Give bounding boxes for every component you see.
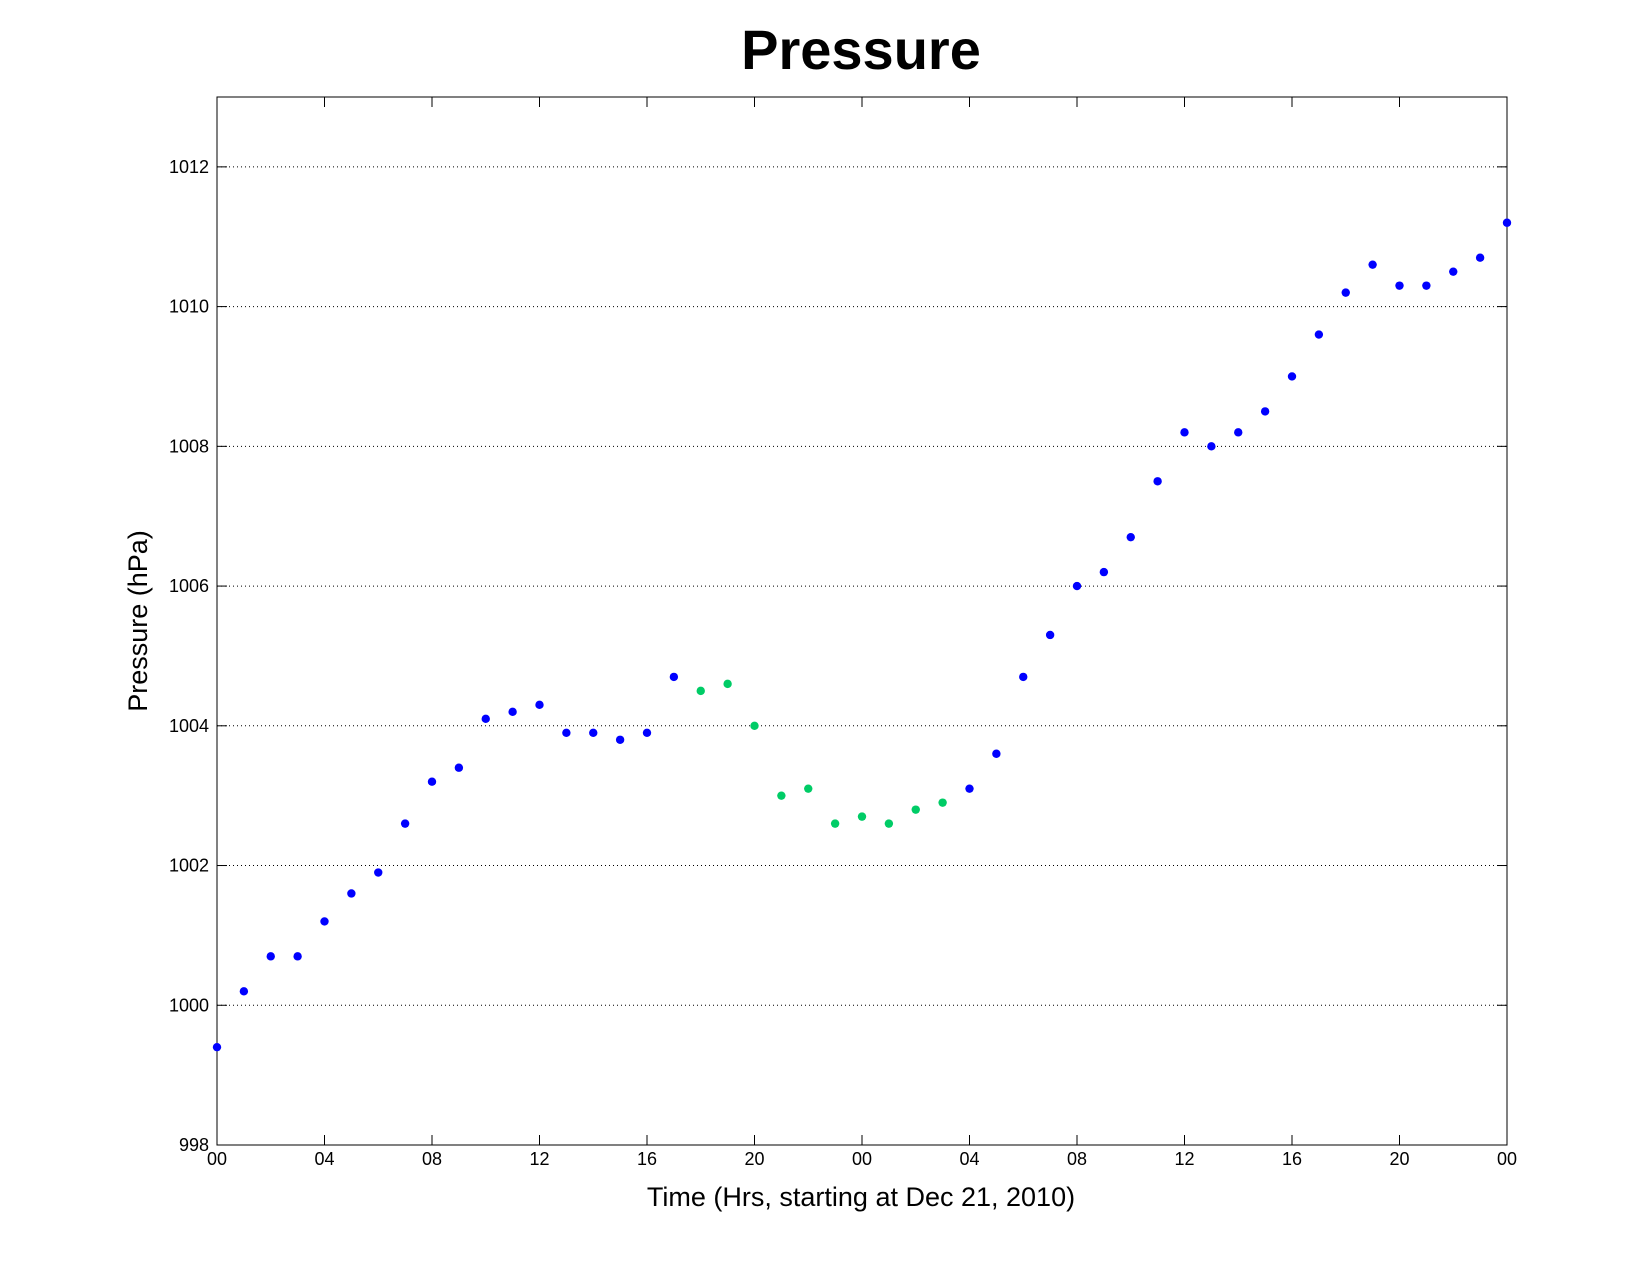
data-point <box>320 917 329 926</box>
data-point <box>374 868 383 877</box>
y-tick-label: 1000 <box>169 995 209 1015</box>
x-tick-label: 12 <box>529 1149 549 1169</box>
data-point <box>347 889 356 898</box>
data-point <box>911 805 920 814</box>
x-tick-label: 16 <box>637 1149 657 1169</box>
y-axis-label: Pressure (hPa) <box>123 530 153 712</box>
data-point <box>293 952 302 961</box>
data-point <box>454 763 464 772</box>
data-point <box>938 798 947 807</box>
data-point <box>1260 407 1270 416</box>
data-point <box>750 721 759 730</box>
data-point <box>1234 428 1243 437</box>
y-tick-label: 1012 <box>169 157 209 177</box>
data-point <box>884 819 894 828</box>
x-tick-labels: 00 04 08 12 16 20 00 04 08 12 16 20 00 <box>207 1149 1517 1169</box>
data-point <box>723 679 732 689</box>
data-point <box>1153 477 1162 486</box>
data-point <box>1341 288 1350 297</box>
data-point <box>1449 267 1458 276</box>
x-axis-label: Time (Hrs, starting at Dec 21, 2010) <box>647 1182 1075 1212</box>
x-tick-label: 12 <box>1174 1149 1194 1169</box>
data-point <box>1314 330 1324 339</box>
data-point <box>589 728 598 737</box>
data-point <box>239 987 249 996</box>
x-tick-label: 20 <box>1389 1149 1409 1169</box>
y-tick-label: 1010 <box>169 297 209 317</box>
data-point <box>1395 281 1404 290</box>
data-point <box>1045 630 1055 640</box>
data-point <box>830 819 840 828</box>
data-point <box>562 728 571 737</box>
data-points <box>212 218 1512 1052</box>
data-point <box>535 700 544 710</box>
x-tick-label: 00 <box>1497 1149 1517 1169</box>
x-tick-label: 16 <box>1282 1149 1302 1169</box>
chart-title: Pressure <box>741 18 981 81</box>
data-point <box>992 749 1001 758</box>
data-point <box>400 819 410 828</box>
data-point <box>1368 260 1377 269</box>
y-tick-label: 1008 <box>169 436 209 456</box>
grid-lines <box>217 166 1507 1006</box>
data-point <box>1207 442 1216 451</box>
data-point <box>696 686 705 696</box>
data-point <box>212 1042 222 1052</box>
data-point <box>1072 581 1082 591</box>
data-point <box>1287 372 1297 381</box>
y-tick-labels: 998 1000 1002 1004 1006 1008 1010 1012 <box>169 157 209 1155</box>
x-tick-label: 00 <box>852 1149 872 1169</box>
x-tick-label: 00 <box>207 1149 227 1169</box>
x-tick-label: 04 <box>314 1149 334 1169</box>
data-point <box>266 952 275 961</box>
data-point <box>1126 532 1135 542</box>
data-point <box>508 707 517 717</box>
x-tick-label: 08 <box>422 1149 442 1169</box>
y-tick-label: 1004 <box>169 716 209 736</box>
x-tick-label: 08 <box>1067 1149 1087 1169</box>
y-tick-label: 998 <box>179 1135 209 1155</box>
x-tick-label: 20 <box>744 1149 764 1169</box>
data-point <box>642 728 652 737</box>
data-point <box>1475 253 1485 262</box>
axis-ticks <box>216 97 1508 1146</box>
data-point <box>1180 428 1189 437</box>
data-point <box>427 777 437 786</box>
data-point <box>857 812 867 821</box>
x-tick-label: 04 <box>959 1149 979 1169</box>
data-point <box>615 735 625 744</box>
data-point <box>669 672 679 682</box>
data-point <box>777 791 786 800</box>
y-tick-label: 1006 <box>169 576 209 596</box>
data-point <box>1422 281 1431 290</box>
data-point <box>1099 567 1109 577</box>
y-tick-label: 1002 <box>169 856 209 876</box>
data-point <box>804 784 813 793</box>
plot-area <box>216 96 1508 1146</box>
data-point <box>1502 218 1512 227</box>
data-point <box>965 784 974 793</box>
data-point <box>1019 672 1028 682</box>
data-point <box>481 714 490 724</box>
